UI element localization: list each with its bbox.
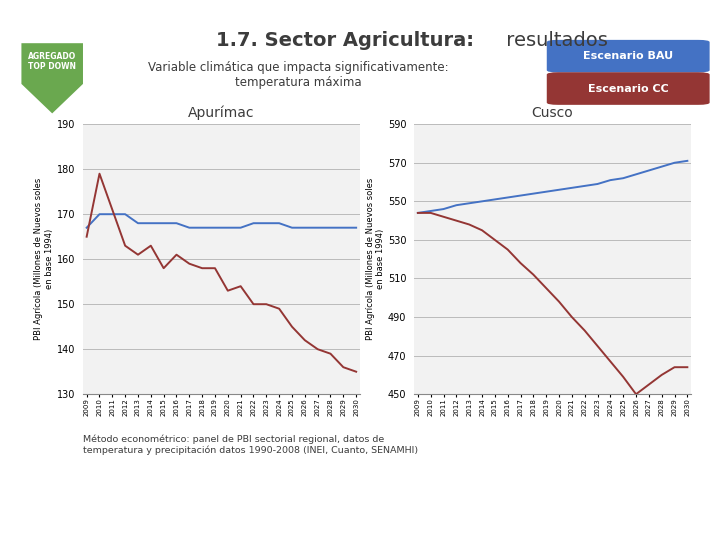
Title: Cusco: Cusco bbox=[532, 106, 573, 120]
Text: Escenario CC: Escenario CC bbox=[588, 84, 669, 93]
Text: AGREGADO
TOP DOWN: AGREGADO TOP DOWN bbox=[28, 52, 76, 71]
Polygon shape bbox=[22, 43, 83, 113]
FancyBboxPatch shape bbox=[546, 40, 710, 72]
Text: 1.7. Sector Agricultura:: 1.7. Sector Agricultura: bbox=[216, 31, 474, 50]
Y-axis label: PBI Agrícola (Millones de Nuevos soles
en base 1994): PBI Agrícola (Millones de Nuevos soles e… bbox=[366, 178, 385, 340]
Text: Método econométrico: panel de PBI sectorial regional, datos de
temperatura y pre: Método econométrico: panel de PBI sector… bbox=[83, 435, 418, 455]
Text: Escenario BAU: Escenario BAU bbox=[583, 51, 673, 61]
FancyBboxPatch shape bbox=[546, 72, 710, 105]
Y-axis label: PBI Agrícola (Millones de Nuevos soles
en base 1994): PBI Agrícola (Millones de Nuevos soles e… bbox=[35, 178, 54, 340]
Title: Apurímac: Apurímac bbox=[188, 106, 255, 120]
Text: resultados: resultados bbox=[500, 31, 608, 50]
Text: Variable climática que impacta significativamente:
temperatura máxima: Variable climática que impacta significa… bbox=[148, 60, 449, 89]
